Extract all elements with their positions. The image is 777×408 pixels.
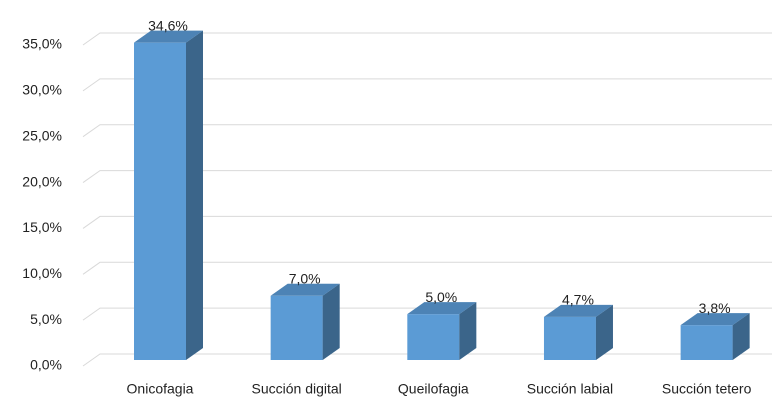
bar-side — [732, 313, 750, 360]
grid-line — [82, 32, 772, 46]
bar-front — [270, 295, 323, 360]
bar-top — [680, 313, 750, 326]
bar-side-shade — [732, 313, 750, 360]
data-label: 5,0% — [425, 289, 457, 305]
bar-front — [407, 314, 460, 360]
bar-top — [270, 283, 340, 296]
y-tick-label: 35,0% — [22, 36, 62, 52]
data-label: 3,8% — [699, 300, 731, 316]
bar-side — [322, 283, 340, 360]
y-tick-label: 25,0% — [22, 127, 62, 143]
bar-side-shade — [595, 304, 613, 360]
grid-line — [82, 170, 772, 183]
bar-side-shade — [322, 283, 340, 360]
x-tick-label: Queilofagia — [398, 381, 469, 397]
grid-line — [82, 307, 772, 321]
bar-front — [543, 316, 596, 360]
bar-side — [186, 30, 203, 360]
grid-line — [82, 124, 772, 138]
bar-top — [134, 30, 203, 43]
y-tick-label: 20,0% — [22, 173, 62, 189]
y-tick-label: 10,0% — [22, 265, 62, 281]
y-tick-label: 0,0% — [30, 357, 62, 373]
grid-line — [82, 78, 772, 92]
bar-top-shade — [407, 302, 477, 315]
bar-side — [459, 302, 477, 360]
y-tick-label: 30,0% — [22, 82, 62, 98]
y-tick-label: 5,0% — [30, 311, 62, 327]
bar-top-shade — [680, 313, 750, 326]
x-tick-label: Succión digital — [252, 381, 342, 397]
grid-line — [82, 215, 772, 229]
bar-side-shade — [186, 30, 203, 360]
bar-side-shade — [459, 302, 477, 360]
bar-front — [680, 325, 733, 360]
y-tick-label: 15,0% — [22, 219, 62, 235]
bar-top — [543, 304, 613, 317]
bar-top-shade — [134, 30, 203, 43]
grid-line — [82, 261, 772, 275]
bar-top — [407, 302, 477, 315]
bar-side — [595, 304, 613, 360]
bar-top-shade — [270, 283, 340, 296]
x-tick-label: Succión tetero — [662, 381, 752, 397]
x-tick-label: Onicofagia — [127, 381, 194, 397]
bar-front — [134, 42, 186, 360]
bar-top-shade — [543, 304, 613, 317]
data-label: 7,0% — [289, 271, 321, 287]
x-tick-label: Succión labial — [527, 381, 613, 397]
data-label: 4,7% — [562, 292, 594, 308]
data-label: 34,6% — [148, 17, 188, 33]
